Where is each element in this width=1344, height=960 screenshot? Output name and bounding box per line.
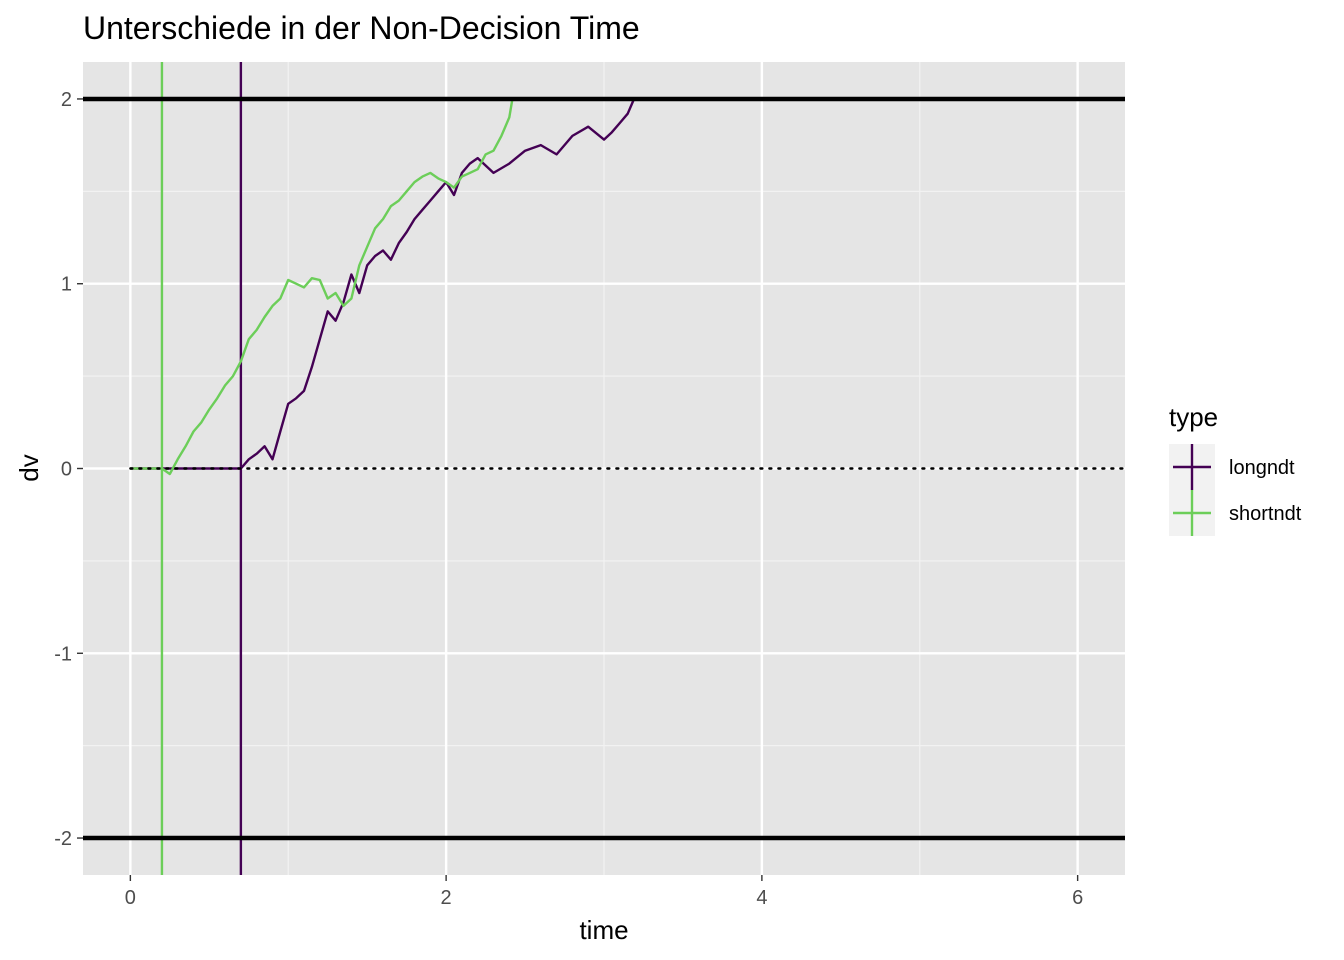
legend: type longndt shortndt <box>1169 402 1302 536</box>
series-line-shortndt <box>130 98 514 476</box>
y-tick-label: -2 <box>54 828 72 850</box>
chart-title: Unterschiede in der Non-Decision Time <box>83 10 640 46</box>
legend-title: type <box>1169 402 1218 432</box>
x-axis-title: time <box>579 915 628 945</box>
legend-label-longndt: longndt <box>1229 457 1295 479</box>
series-line-longndt <box>130 98 636 470</box>
x-axis: 0 2 4 6 <box>125 875 1083 909</box>
x-tick-label: 0 <box>125 887 136 909</box>
y-tick-label: 2 <box>61 89 72 111</box>
x-tick-label: 4 <box>756 887 767 909</box>
reference-lines <box>83 96 1127 841</box>
plot-area <box>83 62 1127 875</box>
y-axis-title: dv <box>14 454 44 481</box>
x-tick-label: 2 <box>441 887 452 909</box>
y-tick-label: -1 <box>54 643 72 665</box>
legend-label-shortndt: shortndt <box>1229 503 1302 525</box>
legend-items: longndt shortndt <box>1169 444 1302 536</box>
x-tick-label: 6 <box>1072 887 1083 909</box>
y-tick-label: 1 <box>61 274 72 296</box>
y-axis: -2 -1 0 1 2 <box>54 89 83 850</box>
y-tick-label: 0 <box>61 459 72 481</box>
